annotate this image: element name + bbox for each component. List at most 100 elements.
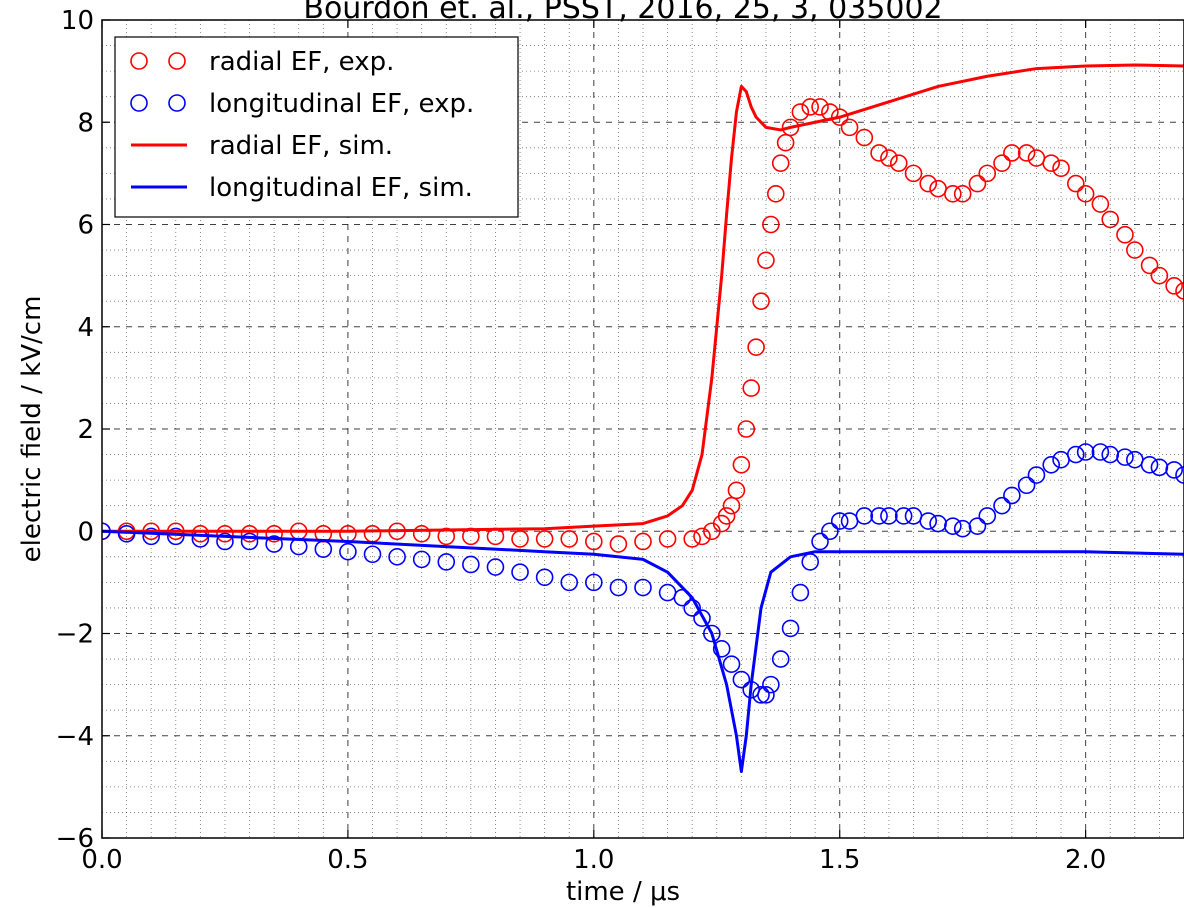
data-point bbox=[821, 522, 839, 541]
data-point bbox=[703, 624, 721, 643]
data-point bbox=[1003, 486, 1021, 505]
data-point bbox=[658, 530, 677, 548]
y-tick-label: −2 bbox=[56, 620, 94, 650]
data-point bbox=[216, 532, 234, 551]
axis-ticks: 0.0 0.5 1.0 1.5 2.0 −6 −4 −2 0 2 4 6 8 10 bbox=[56, 6, 1107, 875]
data-point bbox=[978, 164, 997, 183]
data-point bbox=[1017, 476, 1036, 495]
data-point bbox=[412, 525, 431, 543]
data-point bbox=[993, 496, 1011, 515]
data-point bbox=[742, 379, 761, 397]
data-point bbox=[781, 619, 800, 638]
data-point bbox=[560, 530, 579, 548]
data-point bbox=[889, 154, 908, 172]
data-point bbox=[388, 548, 406, 566]
legend-marker-swatch bbox=[168, 94, 186, 112]
data-point bbox=[894, 507, 913, 525]
data-point bbox=[904, 164, 923, 183]
data-point bbox=[1052, 450, 1070, 469]
data-point bbox=[462, 555, 480, 574]
data-point bbox=[880, 149, 898, 167]
data-point bbox=[870, 507, 888, 525]
data-point bbox=[811, 98, 829, 116]
legend-label: longitudinal EF, exp. bbox=[209, 89, 474, 119]
data-point bbox=[855, 507, 874, 525]
data-point bbox=[978, 507, 997, 525]
data-point bbox=[634, 532, 652, 551]
data-point bbox=[1116, 225, 1134, 244]
data-point bbox=[712, 640, 731, 658]
data-point bbox=[1067, 445, 1085, 464]
chart-title: Bourdon et. al., PSST, 2016, 25, 3, 0350… bbox=[303, 0, 942, 26]
data-point bbox=[609, 578, 628, 597]
data-point bbox=[240, 525, 259, 543]
y-tick-label: 6 bbox=[77, 211, 94, 241]
data-point bbox=[722, 496, 741, 515]
data-point bbox=[437, 527, 456, 546]
data-point bbox=[944, 185, 962, 203]
data-point bbox=[727, 481, 746, 500]
data-point bbox=[919, 174, 938, 193]
data-point bbox=[693, 527, 711, 546]
data-point bbox=[1165, 461, 1183, 479]
legend-label: radial EF, sim. bbox=[209, 131, 393, 161]
data-point bbox=[535, 530, 554, 548]
y-tick-label: 4 bbox=[77, 313, 94, 343]
data-point bbox=[771, 650, 790, 668]
data-point bbox=[781, 118, 800, 137]
data-point bbox=[771, 154, 790, 172]
y-tick-label: 0 bbox=[77, 517, 94, 547]
y-tick-label: −6 bbox=[56, 824, 94, 854]
data-point bbox=[1165, 277, 1183, 295]
legend-label: radial EF, exp. bbox=[209, 47, 394, 77]
data-point bbox=[1116, 448, 1134, 466]
y-axis-label: electric field / kV/cm bbox=[17, 296, 47, 563]
legend-marker-swatch bbox=[130, 94, 148, 112]
y-tick-label: 8 bbox=[77, 108, 94, 138]
data-point bbox=[855, 128, 874, 147]
data-point bbox=[762, 675, 780, 694]
data-point bbox=[585, 573, 603, 592]
data-point bbox=[791, 103, 810, 121]
data-point bbox=[993, 154, 1011, 172]
data-point bbox=[830, 512, 849, 530]
data-point bbox=[412, 550, 431, 569]
data-point bbox=[840, 512, 859, 530]
data-point bbox=[811, 532, 829, 551]
data-point bbox=[1140, 256, 1159, 275]
series-line bbox=[102, 529, 1184, 774]
data-point bbox=[339, 542, 357, 561]
data-point bbox=[240, 532, 259, 551]
data-point bbox=[693, 609, 711, 627]
data-point bbox=[1042, 455, 1061, 474]
data-point bbox=[216, 525, 234, 543]
data-point bbox=[1175, 282, 1184, 300]
legend: radial EF, exp. longitudinal EF, exp. radi… bbox=[114, 36, 519, 218]
data-point bbox=[919, 512, 938, 530]
x-tick-label: 1.0 bbox=[573, 845, 614, 875]
data-point bbox=[1027, 466, 1046, 484]
data-point bbox=[314, 540, 333, 558]
data-point bbox=[437, 553, 456, 571]
data-point bbox=[1076, 185, 1095, 203]
data-point bbox=[363, 545, 382, 564]
data-point bbox=[880, 507, 898, 525]
x-tick-label: 0.5 bbox=[327, 845, 368, 875]
data-point bbox=[683, 530, 701, 548]
data-point bbox=[801, 553, 820, 571]
y-tick-label: −4 bbox=[56, 722, 94, 752]
data-point bbox=[486, 558, 505, 576]
data-point bbox=[560, 573, 579, 592]
data-point bbox=[752, 686, 770, 704]
grid bbox=[101, 19, 1184, 839]
data-point bbox=[968, 517, 987, 535]
data-point bbox=[1126, 450, 1144, 469]
data-point bbox=[585, 532, 603, 551]
data-point bbox=[766, 185, 785, 203]
data-point bbox=[1067, 174, 1085, 193]
plot-area bbox=[102, 63, 1184, 774]
data-point bbox=[1150, 266, 1169, 285]
data-point bbox=[1175, 466, 1184, 484]
data-point bbox=[166, 527, 185, 546]
